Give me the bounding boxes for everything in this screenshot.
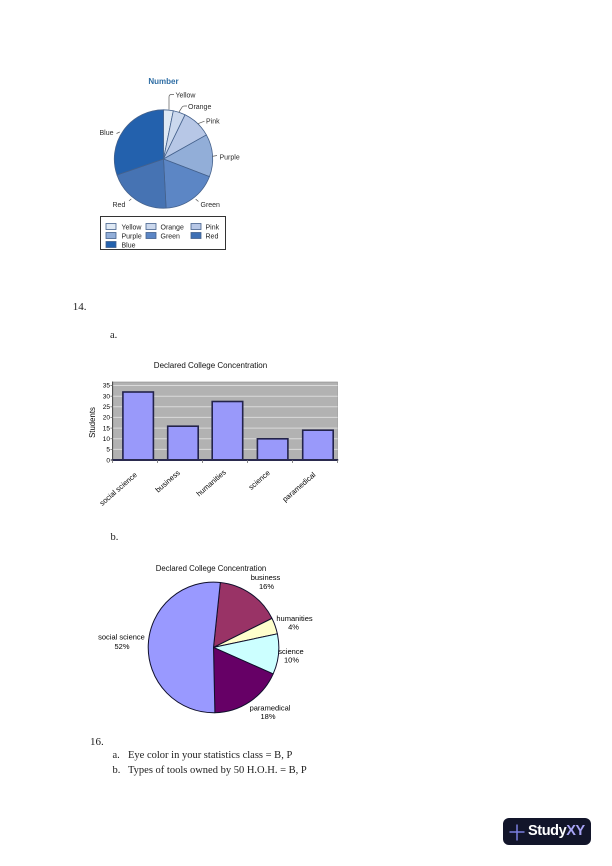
svg-text:Red: Red [113, 202, 126, 209]
svg-text:Yellow: Yellow [176, 93, 197, 100]
svg-text:Students: Students [88, 407, 97, 438]
svg-text:Pink: Pink [206, 119, 220, 126]
svg-text:humanities: humanities [276, 614, 313, 623]
svg-text:Yellow: Yellow [122, 225, 143, 232]
svg-text:52%: 52% [114, 642, 129, 651]
svg-text:Pink: Pink [206, 225, 220, 232]
svg-text:30: 30 [103, 393, 111, 400]
svg-text:4%: 4% [288, 623, 299, 632]
svg-text:humanities: humanities [195, 468, 228, 499]
svg-text:0: 0 [106, 457, 110, 464]
svg-text:paramedical: paramedical [281, 470, 318, 504]
svg-text:social science: social science [98, 470, 139, 507]
svg-text:10%: 10% [284, 656, 299, 665]
svg-text:paramedical: paramedical [250, 704, 291, 713]
svg-text:25: 25 [103, 404, 111, 411]
svg-text:Orange: Orange [188, 104, 211, 111]
svg-text:18%: 18% [260, 712, 275, 721]
svg-text:business: business [154, 468, 182, 494]
svg-text:Orange: Orange [161, 225, 184, 232]
svg-text:social science: social science [98, 633, 145, 642]
svg-text:35: 35 [103, 383, 111, 390]
svg-text:Declared College Concentration: Declared College Concentration [156, 564, 267, 573]
svg-text:15: 15 [103, 425, 111, 432]
svg-text:10: 10 [103, 436, 111, 443]
svg-text:science: science [247, 468, 272, 491]
svg-text:5: 5 [106, 447, 110, 454]
svg-text:science: science [278, 647, 303, 656]
svg-text:Purple: Purple [220, 155, 240, 162]
svg-text:16%: 16% [259, 582, 274, 591]
svg-text:Declared College Concentration: Declared College Concentration [154, 361, 267, 370]
svg-text:Red: Red [206, 234, 219, 241]
svg-text:Green: Green [201, 202, 221, 209]
svg-text:Blue: Blue [99, 130, 113, 137]
svg-text:Blue: Blue [122, 243, 136, 250]
svg-text:20: 20 [103, 415, 111, 422]
svg-text:business: business [251, 573, 281, 582]
svg-text:Purple: Purple [122, 234, 142, 241]
svg-text:Green: Green [161, 234, 181, 241]
